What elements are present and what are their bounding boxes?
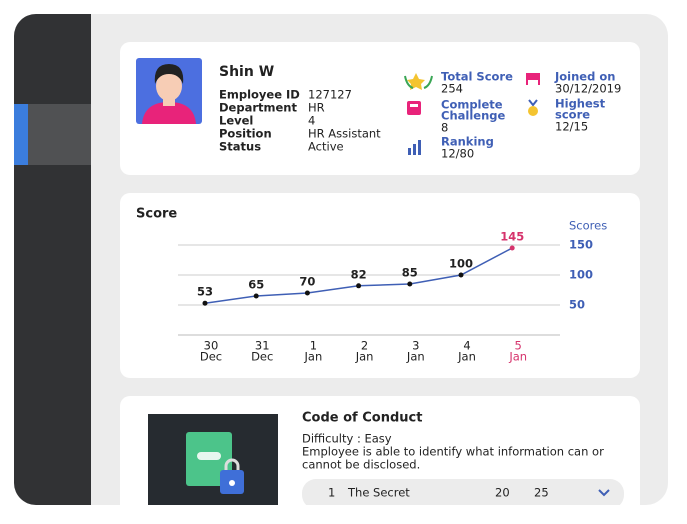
x-tick-label: 4: [463, 339, 470, 353]
x-tick-label: Dec: [200, 350, 222, 364]
x-tick-label: Jan: [508, 350, 527, 364]
data-label: 70: [299, 275, 315, 289]
field-value: HR: [308, 101, 325, 115]
score-point: [304, 290, 310, 296]
row-cell: 1: [328, 486, 335, 500]
score-point: [407, 281, 413, 287]
stat-label: Complete: [441, 98, 503, 112]
data-label: 82: [351, 267, 367, 281]
stat-label: score: [555, 108, 590, 122]
data-label: 100: [449, 257, 473, 271]
score-point: [509, 245, 515, 251]
field-label: Status: [219, 140, 261, 154]
stat-value: 12/80: [441, 147, 474, 161]
y-tick-label: 150: [569, 238, 593, 252]
chart-title: Score: [136, 207, 177, 222]
course-title: Code of Conduct: [302, 411, 422, 426]
field-value: HR Assistant: [308, 127, 381, 141]
score-point: [202, 300, 208, 306]
stat-label: Joined on: [554, 70, 615, 84]
row-cell: The Secret: [347, 486, 410, 500]
sidebar-active[interactable]: [28, 104, 91, 165]
field-label: Position: [219, 127, 272, 141]
stat-label: Highest: [555, 97, 606, 111]
course-description: Employee is able to identify what inform…: [302, 445, 604, 459]
stat-value: 8: [441, 121, 448, 135]
stat-label: Total Score: [441, 70, 513, 84]
x-tick-label: 1: [310, 339, 317, 353]
x-tick-label: Jan: [406, 350, 425, 364]
score-point: [253, 293, 259, 299]
x-tick-label: Jan: [457, 350, 476, 364]
y-axis-label: Scores: [569, 219, 607, 233]
course-description: cannot be disclosed.: [302, 458, 420, 472]
stat-icons: [404, 73, 540, 155]
score-point: [356, 283, 362, 289]
stat-label: Challenge: [441, 109, 505, 123]
x-tick-label: Jan: [304, 350, 323, 364]
score-point: [458, 272, 464, 278]
field-value: Active: [308, 140, 344, 154]
avatar: [136, 58, 202, 124]
row-cell: 25: [534, 486, 549, 500]
x-tick-label: Jan: [355, 350, 374, 364]
employee-name: Shin W: [219, 64, 274, 80]
data-label: 53: [197, 285, 213, 299]
data-label: 65: [248, 278, 264, 292]
x-tick-label: 30: [204, 339, 219, 353]
sidebar-accent: [14, 104, 28, 165]
x-tick-label: 31: [255, 339, 270, 353]
row-cell: 20: [495, 486, 510, 500]
course-difficulty: Difficulty : Easy: [302, 432, 392, 446]
course-row[interactable]: [302, 479, 624, 509]
x-tick-label: Dec: [251, 350, 273, 364]
field-label: Employee ID: [219, 88, 300, 102]
stat-value: 254: [441, 82, 463, 96]
y-tick-label: 50: [569, 298, 585, 312]
data-label: 145: [500, 230, 524, 244]
field-label: Department: [219, 101, 297, 115]
x-tick-label: 5: [515, 339, 522, 353]
stat-value: 30/12/2019: [555, 82, 621, 96]
field-label: Level: [219, 114, 253, 128]
stat-label: Ranking: [441, 135, 494, 149]
field-value: 4: [308, 114, 315, 128]
x-tick-label: 2: [361, 339, 368, 353]
y-tick-label: 100: [569, 268, 593, 282]
expand-chevron[interactable]: [598, 489, 610, 497]
field-value: 127127: [308, 88, 352, 102]
course-image: [148, 414, 278, 505]
sidebar: [14, 14, 91, 505]
stat-value: 12/15: [555, 120, 588, 134]
data-label: 85: [402, 266, 418, 280]
app-frame: Shin W Employee ID 127127 Department HR Level…: [14, 14, 668, 509]
profile-card: [120, 42, 640, 175]
x-tick-label: 3: [412, 339, 419, 353]
